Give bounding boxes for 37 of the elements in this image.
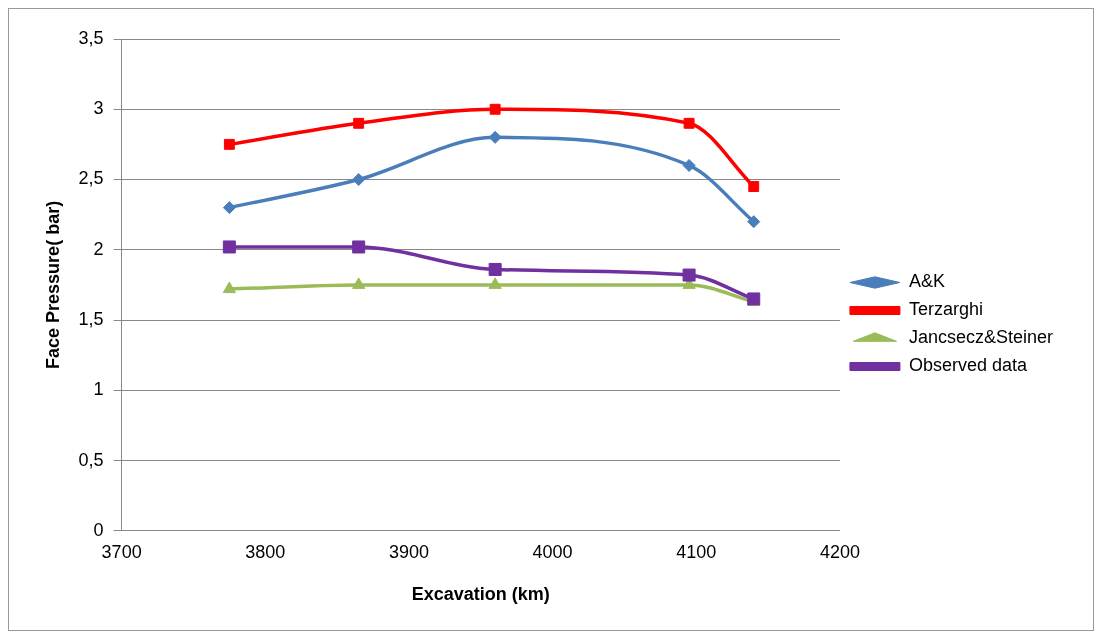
point [682, 158, 696, 172]
x-tick-label: 3800 [245, 541, 286, 562]
x-tick-label: 3700 [101, 541, 142, 562]
legend-label: Terzarghi [908, 299, 983, 320]
point [747, 215, 761, 229]
y-tick-label: 0,5 [78, 449, 104, 470]
y-axis-title: Face Pressure( bar) [42, 200, 63, 369]
point [353, 117, 365, 129]
point [489, 103, 501, 115]
point [223, 138, 235, 150]
point [222, 281, 236, 294]
y-tick-label: 2,5 [78, 168, 104, 189]
y-tick-label: 3,5 [78, 27, 104, 48]
point [352, 173, 366, 187]
x-tick-label: 3900 [388, 541, 429, 562]
point [352, 240, 366, 254]
point [682, 268, 696, 282]
y-tick-label: 0 [93, 519, 104, 540]
point [352, 277, 366, 289]
x-tick-label: 4100 [676, 541, 717, 562]
point [222, 201, 236, 215]
point [488, 277, 502, 289]
legend-label: Observed data [908, 355, 1028, 376]
y-tick-label: 1,5 [78, 309, 104, 329]
x-tick-label: 4000 [532, 541, 573, 562]
point [683, 117, 695, 129]
legend-label: A&K [908, 271, 945, 292]
x-axis-title: Excavation (km) [411, 584, 550, 605]
point [748, 181, 760, 192]
point [488, 262, 502, 276]
point [222, 240, 236, 254]
y-tick-label: 3 [93, 98, 104, 119]
y-tick-label: 1 [93, 379, 104, 400]
y-tick-label: 2 [93, 238, 104, 259]
legend-label: Jancsecz&Steiner [908, 327, 1054, 348]
point [488, 130, 502, 144]
x-tick-label: 4200 [819, 541, 860, 562]
